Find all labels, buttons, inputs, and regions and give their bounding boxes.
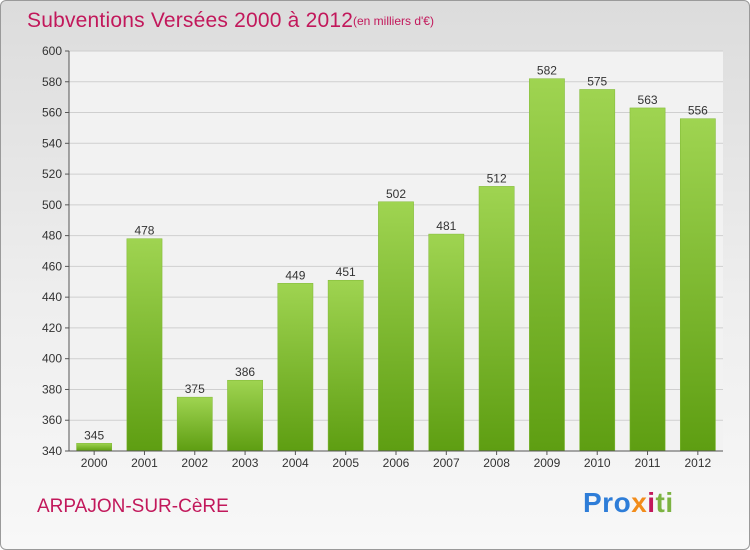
x-tick-label: 2007 — [433, 456, 460, 470]
bar-2008 — [478, 186, 515, 452]
x-tick-label: 2000 — [81, 456, 108, 470]
value-label: 563 — [638, 93, 658, 107]
y-tick-label: 560 — [42, 106, 62, 120]
logo-part: x — [631, 487, 648, 518]
y-tick-label: 480 — [42, 229, 62, 243]
chart-title: Subventions Versées 2000 à 2012 — [27, 9, 354, 32]
y-tick-label: 460 — [42, 259, 62, 273]
bar-2002 — [176, 396, 213, 452]
y-tick-label: 520 — [42, 167, 62, 181]
bar-2010 — [579, 89, 616, 452]
value-label: 386 — [235, 365, 255, 379]
value-label: 556 — [688, 104, 708, 118]
logo-part: Pro — [583, 487, 632, 518]
x-tick-label: 2001 — [131, 456, 158, 470]
value-label: 512 — [487, 171, 507, 185]
y-tick-label: 360 — [42, 413, 62, 427]
bar-2005 — [327, 279, 364, 452]
bar-2009 — [529, 78, 565, 452]
proxiti-logo[interactable]: Proxiti — [583, 487, 674, 519]
logo-part: i — [647, 487, 656, 518]
value-label: 481 — [436, 219, 456, 233]
bar-2000 — [76, 443, 113, 452]
value-label: 502 — [386, 187, 406, 201]
bar-2001 — [126, 238, 163, 452]
bar-2006 — [378, 201, 414, 452]
y-tick-label: 400 — [42, 352, 62, 366]
bar-2007 — [428, 233, 465, 452]
logo-part: ti — [655, 487, 674, 518]
value-label: 345 — [84, 428, 104, 442]
y-tick-label: 500 — [42, 198, 62, 212]
y-tick-label: 340 — [42, 444, 62, 458]
x-tick-label: 2009 — [534, 456, 561, 470]
x-tick-label: 2011 — [635, 456, 661, 470]
x-tick-label: 2006 — [383, 456, 410, 470]
x-tick-label: 2010 — [584, 456, 611, 470]
x-tick-label: 2002 — [181, 456, 208, 470]
bar-2012 — [679, 118, 716, 452]
x-tick-label: 2004 — [282, 456, 309, 470]
y-tick-label: 380 — [42, 382, 62, 396]
y-tick-label: 540 — [42, 136, 62, 150]
value-label: 449 — [285, 268, 305, 282]
y-tick-label: 580 — [42, 75, 62, 89]
y-tick-label: 600 — [42, 44, 62, 58]
x-tick-label: 2012 — [684, 456, 711, 470]
value-label: 582 — [537, 64, 557, 78]
city-name: ARPAJON-SUR-CèRE — [37, 496, 229, 517]
bar-2011 — [629, 107, 666, 452]
y-tick-label: 420 — [42, 321, 62, 335]
x-tick-label: 2005 — [332, 456, 359, 470]
value-label: 375 — [185, 382, 205, 396]
value-label: 478 — [134, 224, 154, 238]
x-tick-label: 2003 — [232, 456, 259, 470]
x-tick-label: 2008 — [483, 456, 510, 470]
value-label: 451 — [336, 265, 356, 279]
bar-2004 — [277, 283, 314, 452]
y-tick-label: 440 — [42, 290, 62, 304]
bar-2003 — [227, 379, 263, 452]
chart-subtitle: (en milliers d'€) — [353, 14, 434, 28]
value-label: 575 — [587, 74, 607, 88]
